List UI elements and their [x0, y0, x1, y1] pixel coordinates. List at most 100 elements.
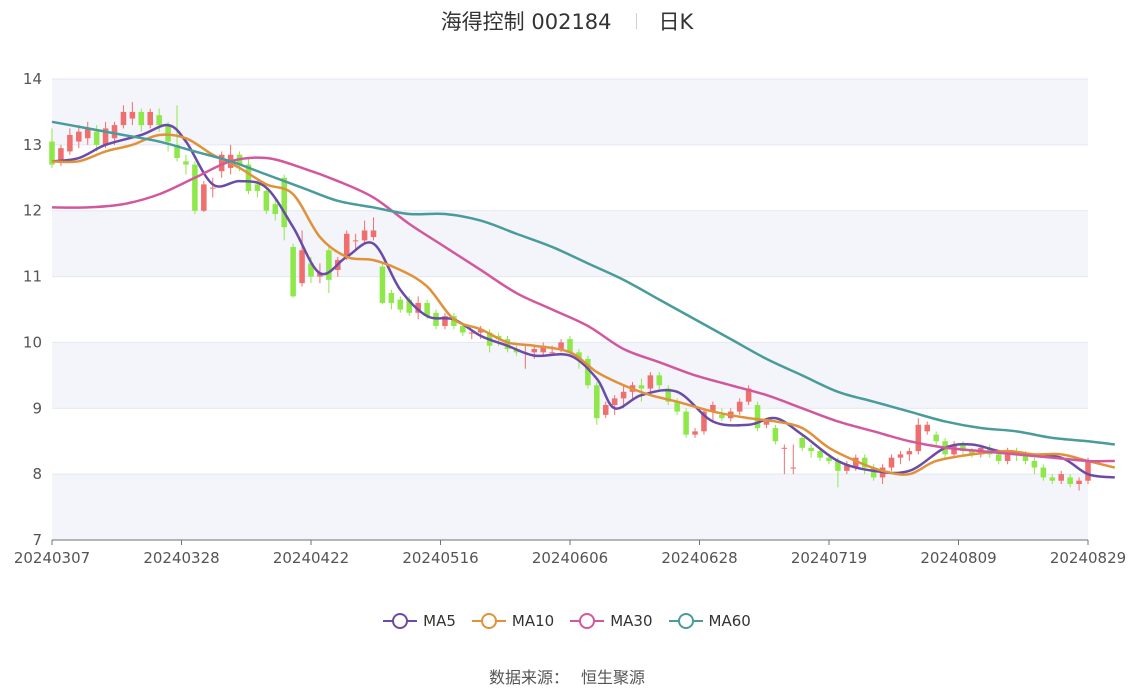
- x-tick-label: 20240809: [920, 549, 996, 567]
- candle-body: [76, 131, 82, 142]
- y-tick-label: 11: [23, 268, 42, 286]
- candle-body: [102, 128, 109, 145]
- x-tick-label: 20240307: [14, 549, 90, 567]
- candle-body: [343, 233, 350, 257]
- candle-body: [156, 115, 162, 126]
- data-source-value: 恒生聚源: [581, 668, 646, 687]
- candle-body: [701, 411, 707, 432]
- candle-body: [361, 230, 368, 241]
- legend-item-ma5[interactable]: MA5: [383, 612, 456, 630]
- chart-period: 日K: [658, 10, 694, 34]
- candle-body: [451, 316, 457, 326]
- candle-body: [861, 457, 868, 468]
- x-tick-label: 20240422: [273, 549, 349, 567]
- candle-body: [1085, 460, 1091, 481]
- y-tick-label: 10: [23, 333, 42, 351]
- candle-body: [692, 431, 698, 435]
- y-tick-label: 8: [32, 465, 42, 483]
- legend-label-ma30: MA30: [610, 612, 653, 630]
- candle-body: [781, 447, 788, 449]
- candle-body: [924, 424, 931, 432]
- x-tick-label: 20240328: [143, 549, 219, 567]
- candle-body: [460, 325, 466, 333]
- candle-body: [611, 398, 618, 405]
- legend-item-ma60[interactable]: MA60: [668, 612, 751, 630]
- candle-body: [656, 375, 663, 386]
- candle-body: [379, 266, 386, 303]
- ma-line-ma60: [51, 120, 1115, 446]
- legend-item-ma30[interactable]: MA30: [570, 612, 653, 630]
- candle-body: [1031, 460, 1038, 468]
- candle-body: [468, 332, 475, 334]
- y-tick-label: 13: [23, 136, 42, 154]
- legend-label-ma5: MA5: [423, 612, 456, 630]
- candle-body: [969, 451, 975, 455]
- candle-body: [1058, 474, 1064, 481]
- candle-body: [326, 250, 332, 280]
- candle-body: [397, 299, 404, 310]
- legend-item-ma10[interactable]: MA10: [471, 612, 555, 630]
- candle-body: [165, 125, 171, 142]
- candle-body: [665, 388, 672, 402]
- legend-marker-ma60: [668, 613, 703, 629]
- x-tick-label: 20240606: [532, 549, 608, 567]
- y-tick-label: 9: [32, 399, 42, 417]
- candle-body: [853, 457, 859, 468]
- data-source-note: 数据来源： 恒生聚源: [0, 664, 1134, 688]
- candle-body: [540, 345, 546, 353]
- y-tick-label: 7: [32, 531, 42, 549]
- candle-body: [192, 164, 198, 211]
- candle-body: [67, 134, 73, 152]
- candle-body: [817, 451, 823, 458]
- candlestick-chart: 7 8 9 10 11 12 13 14 20240307 20240328 20240422 202…: [14, 70, 1126, 567]
- candle-body: [763, 421, 770, 425]
- candle-body: [93, 131, 100, 145]
- candle-body: [995, 454, 1002, 461]
- candle-body: [281, 177, 287, 228]
- candle-body: [602, 404, 609, 415]
- candle-body: [710, 404, 716, 412]
- candle-body: [870, 467, 877, 478]
- candle-body: [504, 339, 511, 350]
- candle-body: [49, 141, 55, 165]
- candle-body: [745, 388, 752, 402]
- candle-body: [638, 385, 645, 389]
- y-tick-label: 14: [23, 70, 42, 88]
- candle-body: [719, 414, 725, 419]
- y-tick-label: 12: [23, 202, 42, 220]
- legend-marker-ma10: [471, 613, 506, 629]
- candle-body: [308, 263, 314, 277]
- x-tick-label: 20240516: [402, 549, 478, 567]
- candle-body: [254, 184, 261, 191]
- candle-body: [906, 451, 913, 455]
- candle-body: [120, 111, 127, 126]
- candle-body: [683, 411, 689, 435]
- candle-body: [567, 339, 573, 353]
- candle-body: [960, 444, 966, 452]
- candle-body: [388, 293, 395, 303]
- candle-body: [549, 352, 555, 354]
- x-tick-label: 20240829: [1050, 549, 1126, 567]
- candle-body: [290, 246, 296, 297]
- candle-body: [352, 240, 359, 242]
- legend-label-ma10: MA10: [511, 612, 555, 630]
- candle-body: [272, 204, 279, 215]
- candle-body: [736, 401, 743, 412]
- candle-body: [576, 352, 582, 359]
- candle-body: [406, 299, 413, 313]
- ma-line-ma5: [51, 123, 1115, 479]
- candle-body: [174, 144, 180, 159]
- candle-body: [209, 187, 216, 189]
- candle-body: [1049, 477, 1056, 481]
- candle-body: [844, 464, 850, 471]
- candle-body: [620, 391, 627, 399]
- candle-body: [317, 273, 323, 277]
- candle-body: [415, 302, 421, 313]
- candle-body: [558, 342, 564, 350]
- candle-body: [111, 125, 118, 139]
- candle-body: [1022, 454, 1029, 461]
- candle-body: [1076, 480, 1082, 485]
- ma-line-ma30: [51, 156, 1115, 463]
- candle-body: [84, 128, 91, 139]
- candle-body: [138, 111, 145, 126]
